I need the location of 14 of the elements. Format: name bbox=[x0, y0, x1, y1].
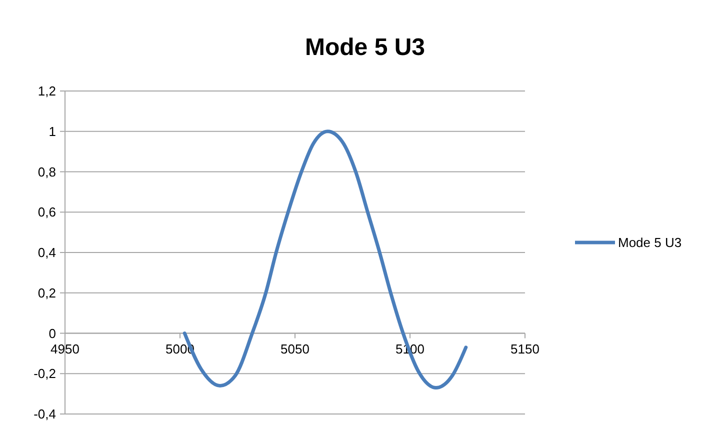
y-tick-label: 0,2 bbox=[38, 285, 56, 300]
y-tick-label: -0,4 bbox=[34, 406, 56, 422]
y-tick-label: 0 bbox=[48, 326, 56, 341]
y-tick-label: 0,4 bbox=[38, 245, 56, 260]
y-tick-label: 0,6 bbox=[38, 204, 56, 220]
x-tick-label: 5150 bbox=[510, 341, 540, 356]
y-tick-label: 1,2 bbox=[38, 84, 56, 99]
y-tick-label: 1 bbox=[48, 124, 56, 139]
chart-title: Mode 5 U3 bbox=[304, 34, 426, 61]
legend-label: Mode 5 U3 bbox=[618, 235, 682, 250]
y-tick-label: -0,2 bbox=[34, 366, 56, 382]
x-tick-label: 4950 bbox=[50, 341, 80, 356]
x-tick-label: 5050 bbox=[280, 341, 310, 356]
y-tick-label: 0,8 bbox=[38, 164, 56, 180]
